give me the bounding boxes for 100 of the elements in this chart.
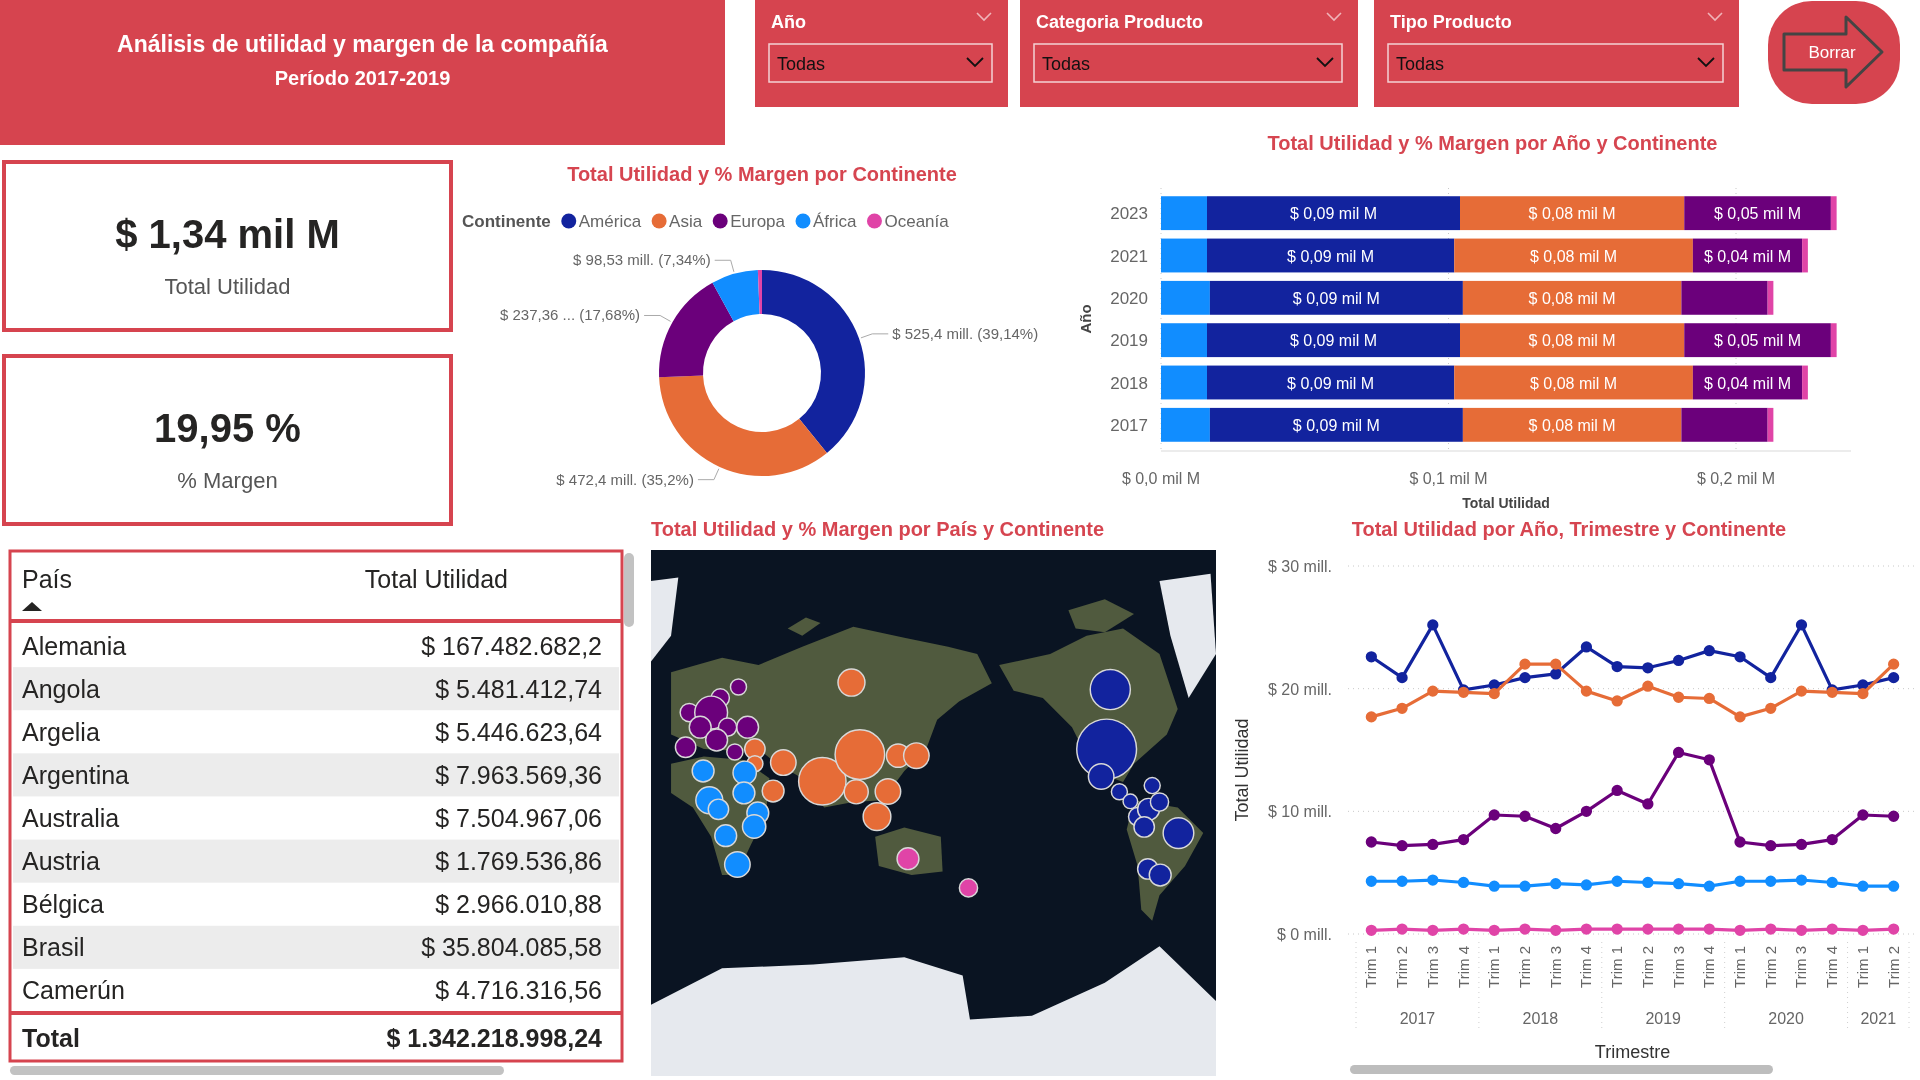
data-label: $ 7.504.967,06	[435, 804, 602, 832]
point	[1580, 923, 1593, 935]
data-label: $ 2.966.010,88	[435, 890, 602, 919]
x-tick-label: Trim 1	[1731, 946, 1749, 988]
point	[1888, 672, 1900, 684]
point	[1365, 836, 1377, 848]
point	[1488, 924, 1500, 936]
x-tick-label: Trim 1	[1853, 946, 1871, 988]
text: 2021	[1860, 1010, 1897, 1027]
bar	[1462, 280, 1682, 315]
point	[1857, 924, 1869, 936]
legend-label: Europa	[730, 212, 786, 231]
data-label: $ 0,09 mil M	[1292, 289, 1380, 307]
x-tick-label: Trim 4	[1577, 946, 1595, 988]
point	[1519, 880, 1531, 892]
x-tick-label: Trim 2	[1515, 946, 1533, 988]
data-label: $ 98,53 mill. (7,34%)	[573, 251, 711, 269]
point	[1795, 685, 1808, 697]
point	[1795, 874, 1808, 886]
point	[1550, 924, 1562, 936]
category-label: Bélgica	[22, 890, 105, 919]
point	[1611, 923, 1623, 935]
point	[1550, 878, 1562, 890]
point	[1488, 880, 1500, 892]
bar	[1460, 323, 1685, 358]
point	[1857, 880, 1869, 892]
point	[1672, 923, 1685, 935]
data-label: $ 7.963.569,36	[435, 760, 602, 789]
y-tick-label: $ 10 mill.	[1267, 803, 1332, 821]
donut-slice	[712, 270, 760, 322]
y-tick-label: 2021	[1110, 246, 1148, 266]
point	[1703, 880, 1715, 892]
text: País	[22, 565, 73, 593]
chart-title: Total Utilidad y % Margen por Año y Continente	[1267, 132, 1718, 154]
point	[1550, 822, 1562, 835]
y-tick-label: $ 20 mill.	[1267, 680, 1332, 698]
y-tick-label: $ 0 mill.	[1276, 926, 1332, 943]
text: Todas	[1396, 54, 1445, 74]
point	[1580, 879, 1593, 891]
data-label: $ 472,4 mill. (35,2%)	[556, 470, 694, 488]
data-label: $ 5.481.412,74	[435, 674, 603, 703]
point	[1427, 619, 1439, 631]
x-tick-label: Trim 1	[1485, 946, 1503, 988]
data-label: $ 35.804.085,58	[421, 933, 602, 962]
bar	[1830, 323, 1837, 358]
point	[1427, 874, 1439, 886]
x-tick-label: Trim 3	[1546, 946, 1564, 988]
point	[1765, 672, 1777, 684]
point	[1642, 798, 1654, 810]
text: 2017	[1399, 1010, 1436, 1027]
chart-title: Total Utilidad y % Margen por Continente	[567, 163, 957, 185]
point	[1826, 833, 1838, 846]
text: % Margen	[177, 468, 278, 493]
text: Tipo Producto	[1390, 12, 1512, 32]
point	[1580, 805, 1593, 817]
data-label: $ 1.769.536,86	[435, 847, 602, 876]
point	[1826, 923, 1838, 935]
point	[1550, 668, 1562, 680]
bar	[1161, 196, 1207, 231]
category-label: Australia	[22, 804, 120, 832]
point	[1488, 687, 1500, 700]
point	[1365, 711, 1377, 723]
bar	[1460, 196, 1685, 231]
chart-title: Total Utilidad por Año, Trimestre y Continente	[1351, 518, 1787, 540]
point	[1519, 658, 1531, 670]
bar	[1161, 280, 1210, 315]
x-tick-label: Trim 2	[1884, 946, 1902, 988]
legend-label: América	[578, 212, 642, 231]
data-label: $ 0,08 mil M	[1529, 247, 1618, 265]
point	[1888, 658, 1900, 670]
x-tick-label: Trim 2	[1393, 946, 1411, 988]
bar	[1209, 280, 1463, 315]
text: Todas	[1042, 54, 1091, 74]
text: Análisis de utilidad y margen de la compañía	[117, 31, 609, 57]
data-label: $ 0,08 mil M	[1528, 416, 1616, 434]
text: Todas	[777, 54, 826, 74]
y-tick-label: $ 30 mill.	[1267, 558, 1332, 575]
point	[1888, 923, 1900, 935]
point	[1765, 875, 1777, 887]
legend-label: Asia	[669, 212, 703, 231]
data-label: $ 4.716.316,56	[435, 976, 602, 1005]
x-tick-label: Trim 2	[1761, 946, 1779, 988]
x-tick-label: Trim 1	[1362, 946, 1380, 988]
bar	[1207, 323, 1460, 358]
point	[1672, 691, 1685, 703]
text: $ 1.342.218.998,24	[386, 1024, 603, 1052]
point	[1888, 880, 1900, 892]
point	[1427, 685, 1439, 697]
x-tick-label: Trim 4	[1700, 946, 1718, 988]
point	[1672, 654, 1685, 667]
point	[1703, 645, 1715, 657]
data-label: $ 0,08 mil M	[1529, 374, 1618, 392]
x-tick-label: Trim 1	[1608, 946, 1626, 988]
x-tick-label: Trim 4	[1823, 946, 1841, 988]
data-label: $ 0,09 mil M	[1289, 332, 1378, 350]
category-label: Camerún	[22, 976, 125, 1005]
bar	[1207, 196, 1460, 231]
data-label: $ 167.482.682,2	[421, 631, 602, 660]
category-label: Austria	[22, 847, 100, 876]
text: Borrar	[1808, 43, 1856, 62]
